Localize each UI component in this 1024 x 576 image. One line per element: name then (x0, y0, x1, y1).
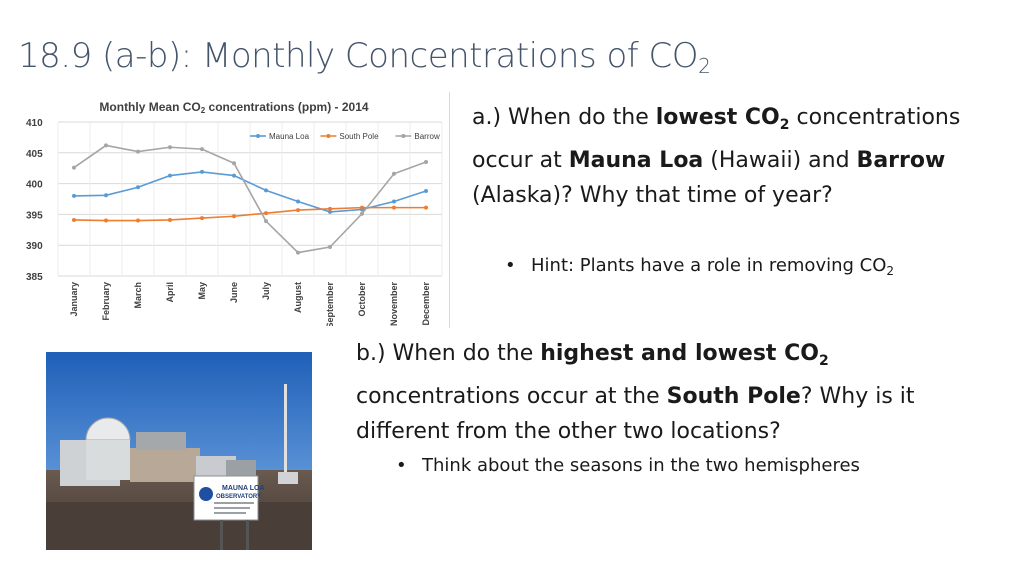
question-b-bold-1: highest and lowest CO2 (540, 341, 829, 369)
question-a-text-1: a.) When do the (472, 105, 656, 130)
data-point (296, 199, 300, 204)
data-point (72, 217, 76, 222)
mauna-loa-observatory-photo: MAUNA LOA OBSERVATORY (46, 352, 312, 550)
data-point (104, 193, 108, 198)
data-point (264, 219, 268, 224)
hint-b: • Think about the seasons in the two hemi… (396, 454, 860, 478)
x-tick-label: August (293, 282, 303, 313)
x-tick-label: February (101, 282, 111, 321)
y-tick-label: 405 (26, 149, 43, 160)
data-point (360, 205, 364, 210)
title-subscript: 2 (698, 54, 711, 78)
chart-title-text: Monthly Mean CO (99, 100, 201, 114)
x-tick-label: September (325, 282, 335, 326)
data-point (136, 185, 140, 190)
data-point (392, 199, 396, 204)
data-point (104, 218, 108, 223)
data-point (392, 205, 396, 210)
question-b-bold-1-text: highest and lowest CO (540, 341, 819, 366)
chart-plot: 385 390 395 400 405 410 January February March Ap… (26, 118, 443, 326)
hint-a-text: Hint: Plants have a role in removing CO (531, 255, 887, 276)
chart-divider (449, 92, 450, 328)
question-b-subscript: 2 (818, 353, 829, 369)
data-point (296, 208, 300, 213)
data-point (264, 211, 268, 216)
y-tick-label: 410 (26, 118, 43, 129)
question-a-bold-mauna-loa: Mauna Loa (568, 148, 704, 173)
question-a: a.) When do the lowest CO2 concentration… (472, 100, 992, 213)
data-point (168, 217, 172, 222)
question-b-text-3: ? Why is it different from the other two… (356, 384, 915, 444)
question-b-text-1: b.) When do the (356, 341, 541, 366)
y-tick-label: 400 (26, 180, 43, 191)
data-point (200, 169, 204, 174)
hint-b-text: Think about the seasons in the two hemis… (422, 455, 860, 476)
x-tick-label: December (421, 282, 431, 326)
x-tick-label: November (389, 282, 399, 326)
question-a-bold-1-text: lowest CO (655, 105, 780, 130)
data-point (296, 250, 300, 255)
y-tick-label: 390 (26, 241, 43, 252)
legend-label: South Pole (339, 132, 379, 141)
bullet: • (396, 455, 407, 476)
question-a-text-2: concentrations occur at (472, 105, 961, 173)
x-tick-label: June (229, 282, 239, 303)
data-point (168, 145, 172, 150)
data-point (72, 165, 76, 170)
data-point (168, 173, 172, 178)
hint-a-subscript: 2 (886, 264, 895, 278)
legend-label: Mauna Loa (269, 132, 310, 141)
legend-label: Barrow (414, 132, 440, 141)
data-point (136, 149, 140, 154)
data-point (200, 147, 204, 152)
question-a-bold-1: lowest CO2 (655, 105, 790, 133)
legend-marker (256, 134, 260, 138)
data-point (232, 161, 236, 166)
data-point (232, 173, 236, 178)
y-tick-label: 395 (26, 210, 43, 221)
data-point (200, 216, 204, 221)
data-point (328, 209, 332, 214)
question-a-text-4: (Alaska)? Why that time of year? (472, 183, 833, 208)
x-tick-label: March (133, 282, 143, 309)
legend-marker (326, 134, 331, 138)
data-point (424, 160, 428, 165)
data-point (232, 214, 236, 219)
series-line (73, 144, 427, 254)
data-point (264, 188, 268, 193)
sign-line2: OBSERVATORY (216, 494, 261, 500)
chart-title-rest: concentrations (ppm) - 2014 (205, 100, 369, 114)
chart-title: Monthly Mean CO2 concentrations (ppm) - … (18, 100, 450, 115)
x-tick-label: May (197, 282, 207, 300)
data-point (424, 188, 428, 193)
data-point (360, 211, 364, 216)
data-point (424, 205, 428, 210)
hint-a: • Hint: Plants have a role in removing CO… (505, 254, 894, 283)
x-tick-label: January (69, 282, 79, 317)
data-point (392, 171, 396, 176)
sign-line1: MAUNA LOA (222, 485, 265, 492)
question-a-bold-barrow: Barrow (856, 148, 946, 173)
question-b-text-2: concentrations occur at the (356, 384, 667, 409)
question-a-text-3: (Hawaii) and (703, 148, 857, 173)
bullet: • (505, 255, 516, 276)
x-tick-label: April (165, 282, 175, 303)
y-tick-label: 385 (26, 272, 43, 283)
data-point (136, 218, 140, 223)
data-point (104, 143, 108, 148)
slide-title: 18.9 (a-b): Monthly Concentrations of CO… (18, 36, 711, 78)
x-tick-label: October (357, 282, 367, 317)
question-b: b.) When do the highest and lowest CO2 c… (356, 336, 996, 449)
data-point (72, 193, 76, 198)
data-point (328, 206, 332, 211)
legend-marker (401, 134, 406, 138)
data-point (328, 245, 332, 250)
title-text: 18.9 (a-b): Monthly Concentrations of CO (18, 36, 699, 76)
x-tick-label: July (261, 282, 271, 300)
co2-chart: Monthly Mean CO2 concentrations (ppm) - … (18, 92, 450, 326)
chart-title-subscript: 2 (200, 106, 206, 115)
question-a-subscript: 2 (779, 117, 790, 133)
question-b-bold-south-pole: South Pole (666, 384, 801, 409)
